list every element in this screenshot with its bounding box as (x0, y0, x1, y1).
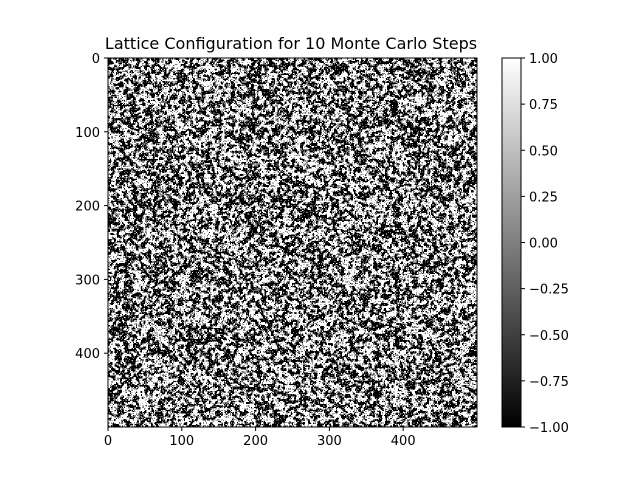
x-tick-label: 100 (169, 434, 194, 449)
x-tick-label: 400 (391, 434, 416, 449)
x-axis: 0 100 200 300 400 (104, 427, 416, 449)
x-tick-label: 0 (104, 434, 112, 449)
chart-title: Lattice Configuration for 10 Monte Carlo… (105, 34, 477, 53)
colorbar-tick-label: −0.75 (529, 375, 569, 390)
plot-frame (107, 57, 478, 428)
colorbar-tick-label: 0.00 (529, 237, 558, 252)
lattice-heatmap (108, 58, 477, 427)
colorbar-tick-label: 1.00 (529, 52, 558, 67)
x-tick-label: 300 (317, 434, 342, 449)
colorbar-tick-label: 0.50 (529, 144, 558, 159)
colorbar-tick-label: 0.25 (529, 190, 558, 205)
x-tick-label: 200 (243, 434, 268, 449)
colorbar-axis: 1.00 0.75 0.50 0.25 0.00 −0.25 −0.50 −0.75 −1.00 (521, 52, 569, 436)
y-axis: 0 100 200 300 400 (75, 52, 108, 362)
colorbar (501, 57, 522, 428)
colorbar-tick-label: 0.75 (529, 98, 558, 113)
y-tick-label: 0 (92, 52, 100, 67)
colorbar-tick-label: −1.00 (529, 421, 569, 436)
y-tick-label: 100 (75, 126, 100, 141)
colorbar-tick-label: −0.25 (529, 283, 569, 298)
colorbar-tick-label: −0.50 (529, 329, 569, 344)
y-tick-label: 400 (75, 347, 100, 362)
y-tick-label: 300 (75, 273, 100, 288)
y-tick-label: 200 (75, 200, 100, 215)
